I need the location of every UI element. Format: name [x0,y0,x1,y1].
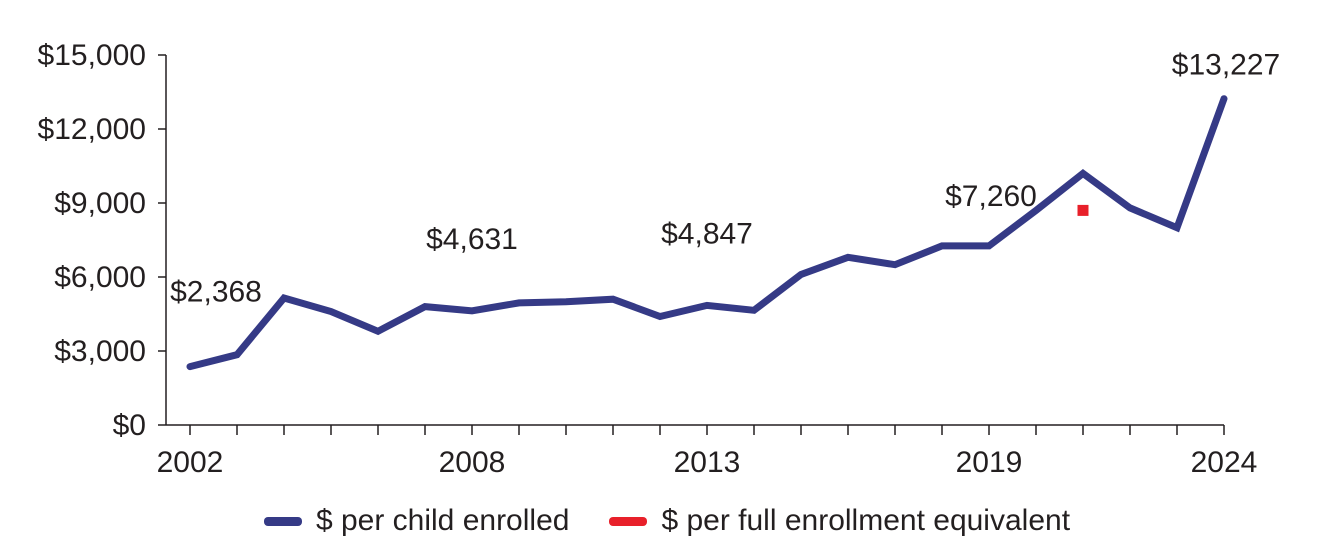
x-tick-label: 2019 [956,446,1023,479]
y-tick-label: $15,000 [38,39,146,72]
data-label: $7,260 [945,180,1037,213]
legend-item-per-fee: $ per full enrollment equivalent [609,504,1070,538]
legend-swatch-per-fee [609,516,648,526]
x-tick-label: 2002 [157,446,224,479]
legend-label-per-child: $ per child enrolled [315,504,570,537]
y-tick-label: $6,000 [54,261,146,294]
y-tick-label: $9,000 [54,187,146,220]
data-label: $13,227 [1172,49,1280,82]
label-layer: $2,368 $4,631 $4,847 $7,260 $13,227 [170,49,1280,309]
data-label: $4,631 [426,223,518,256]
axes: $0 $3,000 $6,000 $9,000 $12,000 $15,000 2002 20… [38,39,1258,479]
x-tick-label: 2013 [674,446,741,479]
y-tick-label: $3,000 [54,335,146,368]
series-layer [186,95,1228,371]
x-tick-label: 2008 [439,446,506,479]
data-label: $4,847 [661,217,753,250]
legend-swatch-per-child [263,516,302,526]
legend-label-per-fee: $ per full enrollment equivalent [661,504,1071,537]
data-label: $2,368 [170,276,262,309]
legend: $ per child enrolled $ per full enrollme… [0,496,1334,546]
x-tick-label: 2024 [1191,446,1258,479]
y-tick-label: $0 [113,409,146,442]
line-chart: $0 $3,000 $6,000 $9,000 $12,000 $15,000 2002 20… [38,39,1281,479]
marker-per-fee [1077,204,1089,216]
legend-item-per-child: $ per child enrolled [263,504,570,538]
y-tick-label: $12,000 [38,113,146,146]
